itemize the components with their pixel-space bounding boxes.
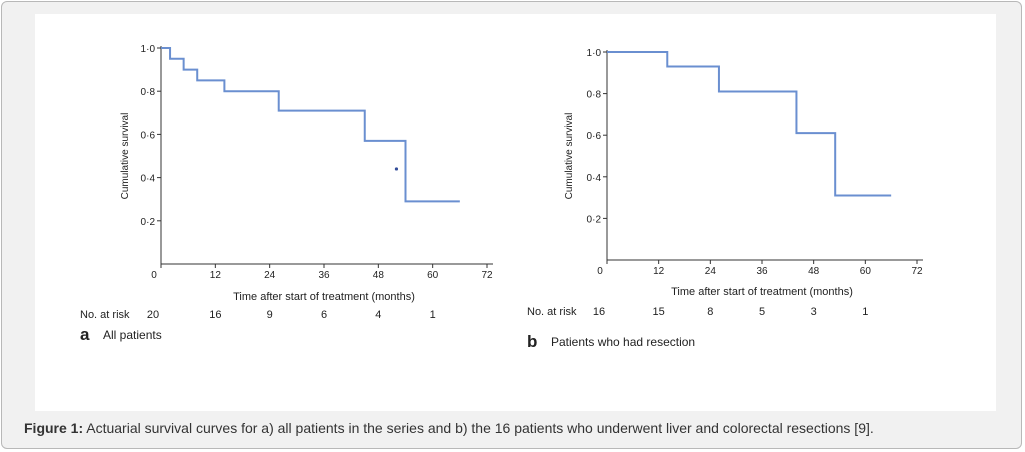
- panel-a-x-axis-label: Time after start of treatment (months): [233, 291, 415, 303]
- figure-caption: Figure 1: Actuarial survival curves for …: [24, 420, 874, 436]
- panel-b-survival-curve: [607, 51, 892, 197]
- panel-a-title: All patients: [103, 328, 162, 342]
- panel-a-risk-value: 9: [267, 309, 273, 321]
- panel-a-risk-label: No. at risk: [80, 309, 130, 321]
- panel-b-x-tick-label: 72: [911, 266, 923, 277]
- panel-a-x-tick-label: 72: [481, 270, 493, 281]
- panel-a-letter: a: [80, 325, 90, 344]
- panel-a-x-tick-label: 48: [373, 270, 385, 281]
- panel-b-y-tick-label: 0·6: [587, 131, 602, 142]
- panel-b-risk-value: 3: [811, 306, 817, 318]
- panel-b-x-tick-label: 24: [705, 266, 717, 277]
- panel-b-risk-value: 16: [593, 306, 605, 318]
- panel-a-x-tick-label: 12: [210, 270, 222, 281]
- panel-b-x-tick-label: 0: [597, 266, 603, 277]
- panel-a-censor-mark: [394, 167, 399, 171]
- panel-a-y-tick-label: 0·8: [141, 87, 156, 98]
- caption-text: Actuarial survival curves for a) all pat…: [86, 420, 874, 436]
- panel-b-y-tick-label: 0·8: [587, 90, 602, 101]
- caption-label: Figure 1:: [24, 420, 84, 436]
- panel-b-x-tick-label: 36: [756, 266, 768, 277]
- panel-b-risk-value: 1: [862, 306, 868, 318]
- panel-a-y-axis-label: Cumulative survival: [120, 113, 131, 200]
- panel-b-y-tick-label: 0·4: [587, 173, 602, 184]
- panel-b-x-tick-label: 48: [808, 266, 820, 277]
- panel-b-x-tick-label: 60: [860, 266, 872, 277]
- panel-b-risk-label: No. at risk: [527, 306, 577, 318]
- panel-b-risk-value: 5: [759, 306, 765, 318]
- panel-b-title: Patients who had resection: [551, 335, 695, 349]
- panel-b-y-axis-label: Cumulative survival: [564, 113, 575, 200]
- panel-b-letter: b: [527, 332, 537, 351]
- panel-a-x-tick-label: 0: [151, 270, 157, 281]
- panel-b-y-tick-label: 1·0: [587, 48, 602, 59]
- panel-a-x-tick-label: 36: [318, 270, 330, 281]
- panel-a-risk-value: 1: [430, 309, 436, 321]
- panel-a-survival-curve: [161, 47, 460, 203]
- panel-a-risk-value: 20: [147, 309, 159, 321]
- panel-b-x-axis-label: Time after start of treatment (months): [671, 286, 853, 298]
- panel-b-risk-value: 8: [707, 306, 713, 318]
- panel-a-x-tick-label: 24: [264, 270, 276, 281]
- panel-a-risk-value: 6: [321, 309, 327, 321]
- panel-a-risk-value: 4: [375, 309, 381, 321]
- panel-a-y-tick-label: 1·0: [141, 44, 156, 55]
- panel-b-risk-value: 15: [653, 306, 665, 318]
- panel-a-y-tick-label: 0·4: [141, 174, 156, 185]
- panel-a-x-tick-label: 60: [427, 270, 439, 281]
- panel-a-risk-value: 16: [209, 309, 221, 321]
- panel-a-y-tick-label: 0·6: [141, 130, 156, 141]
- figure-image-area: [35, 14, 996, 411]
- panel-b-x-tick-label: 12: [653, 266, 665, 277]
- panel-a-y-tick-label: 0·2: [141, 217, 156, 228]
- panel-b-y-tick-label: 0·2: [587, 214, 602, 225]
